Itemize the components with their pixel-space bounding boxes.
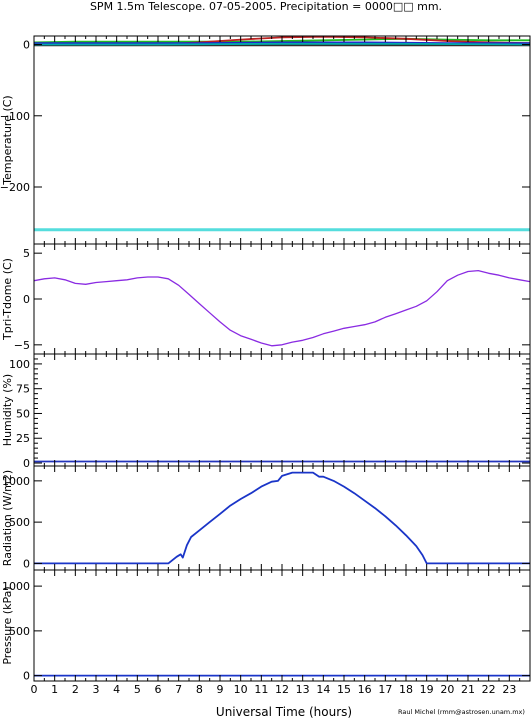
x-tick-label: 5	[134, 683, 141, 696]
y-tick-label: −200	[0, 181, 30, 194]
y-axis-label: Humidity (%)	[1, 374, 14, 446]
series-line	[34, 471, 530, 565]
x-tick-label: 19	[420, 683, 434, 696]
panel-frame	[33, 465, 531, 571]
y-tick-label: 50	[16, 407, 30, 420]
x-tick-label: 7	[175, 683, 182, 696]
y-tick-label: 1000	[2, 475, 30, 488]
chart-title: SPM 1.5m Telescope. 07-05-2005. Precipit…	[90, 0, 442, 13]
y-tick-label: 0	[23, 293, 30, 306]
x-tick-label: 6	[155, 683, 162, 696]
y-tick-label: 0	[23, 39, 30, 52]
panel-frame	[33, 243, 531, 355]
y-tick-label: 500	[9, 516, 30, 529]
panel-frame	[33, 353, 531, 467]
x-tick-label: 2	[72, 683, 79, 696]
y-tick-label: 0	[23, 557, 30, 570]
series-line	[34, 41, 530, 44]
y-tick-label: 100	[9, 358, 30, 371]
y-axis-label: Tpri-Tdome (C)	[1, 258, 14, 341]
y-tick-label: 0	[23, 670, 30, 683]
y-axis-label: Pressure (kPa)	[1, 586, 14, 664]
x-tick-label: 18	[399, 683, 413, 696]
y-tick-label: 5	[23, 247, 30, 260]
series-line	[34, 42, 530, 46]
x-tick-label: 17	[378, 683, 392, 696]
x-tick-label: 8	[196, 683, 203, 696]
x-tick-label: 10	[234, 683, 248, 696]
y-tick-label: −100	[0, 110, 30, 123]
y-tick-label: 500	[9, 625, 30, 638]
x-tick-label: 0	[31, 683, 38, 696]
x-tick-label: 16	[358, 683, 372, 696]
x-tick-label: 13	[296, 683, 310, 696]
x-tick-label: 21	[461, 683, 475, 696]
y-tick-label: 0	[23, 457, 30, 470]
x-tick-label: 3	[93, 683, 100, 696]
x-tick-label: 14	[316, 683, 330, 696]
x-tick-label: 9	[217, 683, 224, 696]
x-tick-label: 15	[337, 683, 351, 696]
y-tick-label: −5	[14, 339, 30, 352]
panel-frame	[33, 35, 531, 245]
x-tick-label: 22	[482, 683, 496, 696]
y-tick-label: 25	[16, 432, 30, 445]
x-tick-label: 4	[113, 683, 120, 696]
x-tick-label: 1	[51, 683, 58, 696]
y-axis-label: Radiation (W/m2)	[1, 470, 14, 566]
y-axis-label: Temperature (C)	[1, 95, 14, 185]
y-tick-label: 1000	[2, 580, 30, 593]
series-line	[34, 269, 530, 347]
credit-text: Raul Michel (rmm@astrosen.unam.mx)	[398, 708, 525, 716]
panel-3: 0 25 50 75 100 Humidity (%)	[1, 353, 531, 470]
x-tick-label: 20	[440, 683, 454, 696]
y-tick-label: 75	[16, 383, 30, 396]
x-tick-label: 23	[502, 683, 516, 696]
panel-frame	[33, 569, 531, 682]
x-tick-label: 11	[254, 683, 268, 696]
x-tick-label: 12	[275, 683, 289, 696]
x-axis-label: Universal Time (hours)	[216, 705, 352, 719]
